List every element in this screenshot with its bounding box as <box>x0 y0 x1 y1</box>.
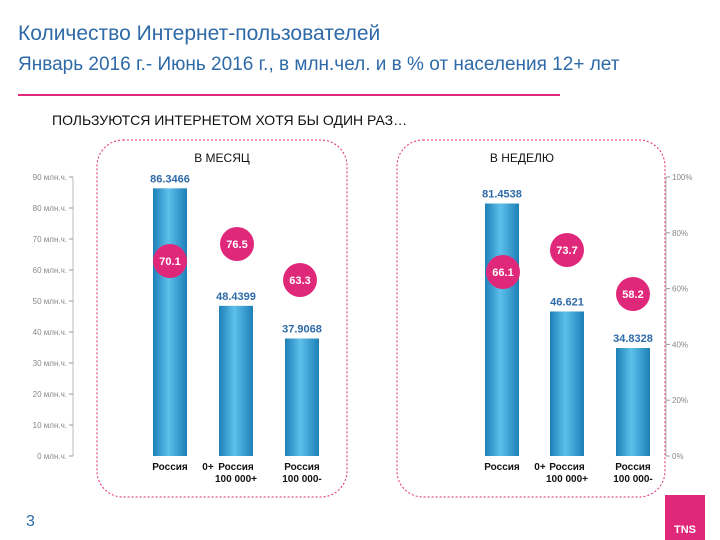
percent-bubble-0-0 <box>153 244 187 278</box>
left-axis-tick-label-3: 30 млн.ч. <box>33 359 67 368</box>
category-label-0-0: Россия <box>152 462 188 473</box>
bar-value-label-0-1: 48.4399 <box>216 291 256 303</box>
percent-bubble-1-0 <box>486 255 520 289</box>
panel-title-1: В НЕДЕЛЮ <box>490 151 554 165</box>
percent-label-0-1: 76.5 <box>226 239 247 251</box>
percent-bubble-1-2 <box>616 277 650 311</box>
page-number: 3 <box>26 513 35 530</box>
bar-1-2 <box>616 348 650 456</box>
bar-value-label-1-2: 34.8328 <box>613 333 653 345</box>
left-axis-tick-label-9: 90 млн.ч. <box>33 173 67 182</box>
category-label-line2-1-1: 100 000+ <box>546 474 588 485</box>
bar-1-1 <box>550 311 584 456</box>
right-axis-tick-label-2: 40% <box>672 340 688 349</box>
title-divider <box>18 94 560 96</box>
right-axis-tick-label-0: 0% <box>672 452 684 461</box>
left-axis-tick-label-7: 70 млн.ч. <box>33 235 67 244</box>
right-axis-tick-label-4: 80% <box>672 229 688 238</box>
percent-label-1-1: 73.7 <box>556 245 577 257</box>
category-label-suffix-0-0: 0+ <box>202 462 214 473</box>
category-label-1-2: Россия <box>615 462 651 473</box>
right-axis-tick-label-5: 100% <box>672 173 692 182</box>
bar-0-2 <box>285 338 319 456</box>
panel-frame-1 <box>396 139 666 498</box>
category-label-line2-0-2: 100 000- <box>282 474 321 485</box>
percent-bubble-0-2 <box>283 263 317 297</box>
percent-label-0-2: 63.3 <box>289 275 310 287</box>
percent-bubble-1-1 <box>550 233 584 267</box>
percent-label-0-0: 70.1 <box>159 256 180 268</box>
percent-bubble-0-1 <box>220 227 254 261</box>
left-axis-tick-label-1: 10 млн.ч. <box>33 421 67 430</box>
category-label-1-1: Россия <box>549 462 585 473</box>
category-label-suffix-1-0: 0+ <box>534 462 546 473</box>
page-title: Количество Интернет-пользователей <box>18 22 381 45</box>
left-axis-tick-label-5: 50 млн.ч. <box>33 297 67 306</box>
bar-value-label-0-2: 37.9068 <box>282 323 322 335</box>
category-label-1-0: Россия <box>484 462 520 473</box>
category-label-0-2: Россия <box>284 462 320 473</box>
left-axis-tick-label-6: 60 млн.ч. <box>33 266 67 275</box>
page-subtitle: Январь 2016 г.- Июнь 2016 г., в млн.чел.… <box>18 54 620 75</box>
section-heading: ПОЛЬЗУЮТСЯ ИНТЕРНЕТОМ ХОТЯ БЫ ОДИН РАЗ… <box>52 112 408 128</box>
left-axis-tick-label-2: 20 млн.ч. <box>33 390 67 399</box>
bar-value-label-1-0: 81.4538 <box>482 188 522 200</box>
left-axis-tick-label-0: 0 млн.ч. <box>37 452 67 461</box>
bar-1-0 <box>485 203 519 456</box>
percent-label-1-2: 58.2 <box>622 289 643 301</box>
bar-value-label-0-0: 86.3466 <box>150 173 190 185</box>
bar-value-label-1-1: 46.621 <box>550 296 584 308</box>
panel-title-0: В МЕСЯЦ <box>194 151 250 165</box>
category-label-line2-1-2: 100 000- <box>613 474 652 485</box>
left-axis-tick-label-8: 80 млн.ч. <box>33 204 67 213</box>
left-axis-tick-label-4: 40 млн.ч. <box>33 328 67 337</box>
category-label-0-1: Россия <box>218 462 254 473</box>
category-label-line2-0-1: 100 000+ <box>215 474 257 485</box>
right-axis-tick-label-3: 60% <box>672 285 688 294</box>
percent-label-1-0: 66.1 <box>492 267 513 279</box>
bar-0-0 <box>153 188 187 456</box>
right-axis-tick-label-1: 20% <box>672 396 688 405</box>
bar-0-1 <box>219 305 253 456</box>
tns-logo: TNS <box>665 495 705 540</box>
